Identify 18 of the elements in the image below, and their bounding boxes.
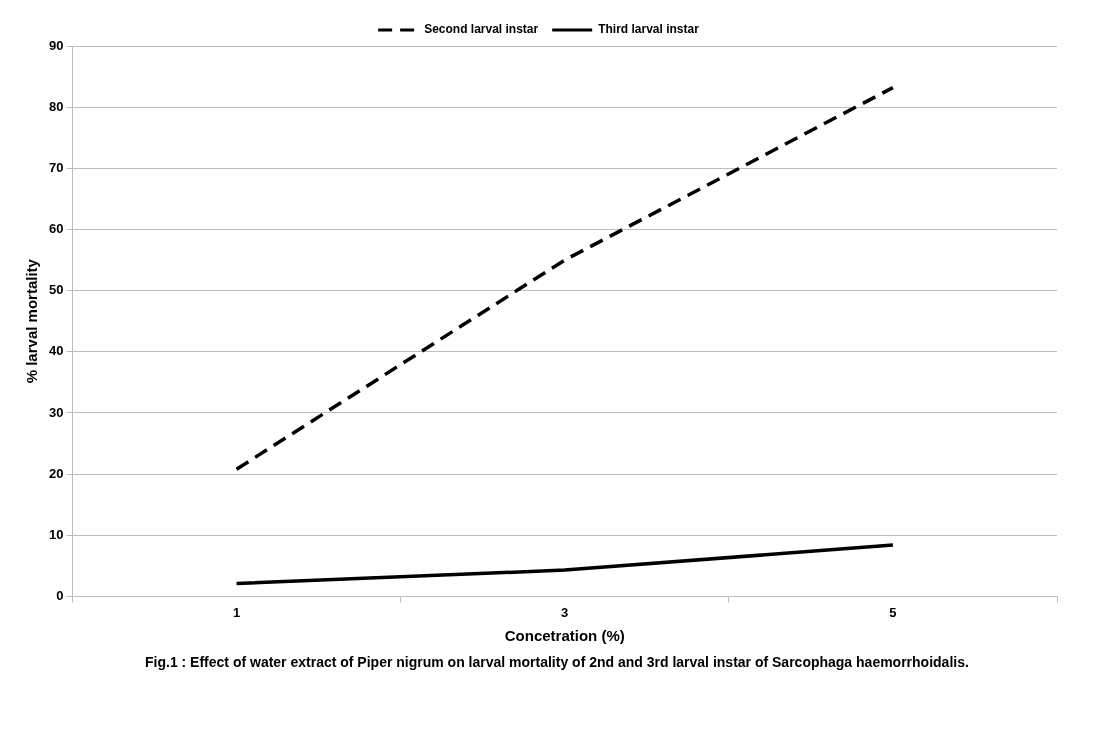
y-tick-label: 60 bbox=[48, 221, 64, 237]
y-tick-label: 90 bbox=[48, 37, 64, 53]
x-axis-title: Concetration (%) bbox=[504, 627, 625, 645]
y-tick-label: 50 bbox=[48, 282, 64, 298]
caption: Fig.1 : Effect of water extract of Piper nigrum on larval mortality of 2nd and 3rd larval instar of Sarcophaga haemorrhoidalis. bbox=[145, 654, 970, 670]
y-tick-label: 70 bbox=[48, 159, 64, 175]
y-tick-label: 10 bbox=[48, 526, 64, 542]
legend-label: Third larval instar bbox=[598, 22, 700, 37]
y-tick-label: 80 bbox=[48, 98, 64, 114]
y-axis-title: % larval mortality bbox=[23, 258, 41, 384]
legend-label: Second larval instar bbox=[424, 22, 539, 37]
x-tick-label: 5 bbox=[889, 604, 897, 620]
x-tick-label: 3 bbox=[561, 604, 569, 620]
y-tick-label: 30 bbox=[48, 404, 64, 420]
y-tick-label: 0 bbox=[56, 587, 64, 603]
y-tick-label: 40 bbox=[48, 343, 64, 359]
x-tick-label: 1 bbox=[232, 604, 241, 620]
y-tick-label: 20 bbox=[48, 465, 64, 481]
